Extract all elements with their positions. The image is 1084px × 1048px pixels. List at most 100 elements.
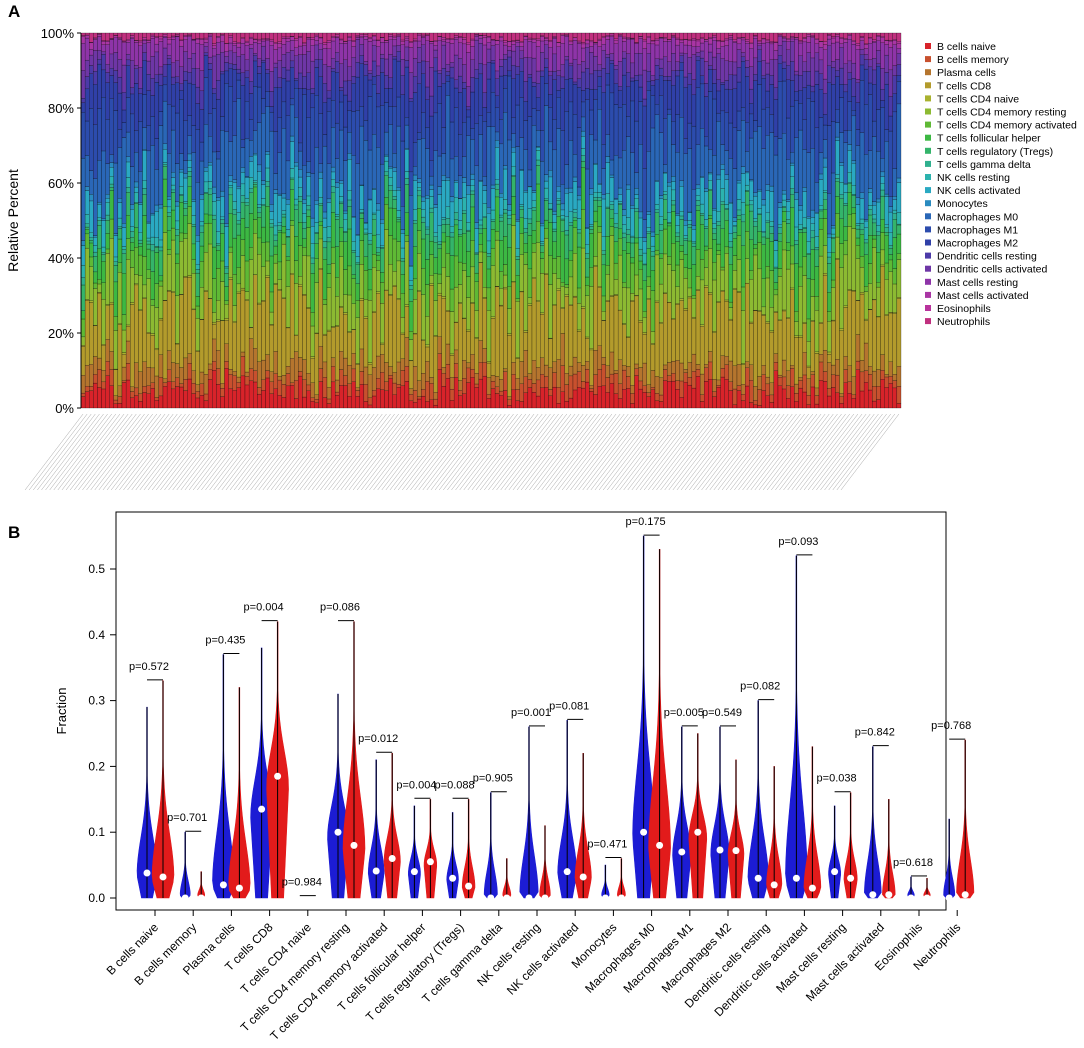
- bar-segment: [285, 366, 291, 374]
- bar-segment: [560, 333, 565, 366]
- bar-segment: [494, 189, 500, 198]
- bar-segment: [855, 82, 861, 103]
- bar-segment: [138, 393, 143, 402]
- bar-segment: [195, 182, 201, 236]
- bar-segment: [121, 329, 127, 353]
- bar-segment: [478, 63, 483, 75]
- bar-segment: [388, 32, 393, 35]
- bar-segment: [285, 204, 291, 230]
- bar-segment: [236, 186, 242, 190]
- bar-segment: [269, 291, 274, 313]
- bar-segment: [179, 383, 184, 388]
- bar-segment: [408, 339, 414, 361]
- bar-segment: [708, 248, 713, 293]
- sample-label: [94, 413, 153, 491]
- bar-segment: [626, 388, 631, 409]
- bar-segment: [814, 32, 820, 40]
- bar-segment: [425, 226, 430, 230]
- bar-segment: [568, 101, 574, 141]
- bar-segment: [704, 40, 709, 62]
- bar-segment: [822, 139, 828, 159]
- bar-segment: [388, 207, 393, 236]
- bar-segment: [318, 76, 324, 114]
- bar-segment: [412, 32, 418, 40]
- bar-segment: [302, 294, 307, 296]
- bar-segment: [728, 35, 734, 38]
- bar-segment: [142, 194, 147, 216]
- bar-segment: [376, 32, 381, 41]
- bar-segment: [544, 83, 549, 106]
- bar-segment: [802, 232, 807, 257]
- bar-segment: [396, 219, 401, 223]
- bar-segment: [277, 376, 283, 381]
- bar-segment: [412, 278, 418, 300]
- bar-segment: [773, 32, 779, 43]
- bar-segment: [863, 154, 869, 220]
- bar-segment: [191, 32, 196, 40]
- bar-segment: [597, 226, 602, 233]
- bar-segment: [179, 99, 184, 154]
- bar-segment: [285, 41, 291, 53]
- bar-segment: [281, 197, 287, 211]
- sample-label: [229, 413, 289, 491]
- bar-segment: [499, 75, 504, 120]
- bar-segment: [777, 319, 783, 321]
- bar-segment: [121, 253, 127, 274]
- bar-segment: [896, 81, 902, 105]
- bar-segment: [224, 343, 229, 362]
- bar-segment: [113, 281, 119, 317]
- bar-segment: [404, 381, 410, 409]
- bar-segment: [265, 370, 270, 379]
- bar-segment: [872, 247, 877, 300]
- bar-segment: [154, 211, 160, 238]
- bar-segment: [404, 148, 410, 150]
- bar-segment: [400, 293, 406, 318]
- bar-segment: [494, 239, 500, 287]
- bar-segment: [786, 38, 791, 40]
- bar-segment: [822, 32, 828, 42]
- bar-segment: [786, 370, 791, 386]
- bar-segment: [474, 34, 479, 37]
- bar-segment: [269, 40, 274, 46]
- bar-segment: [658, 75, 664, 96]
- bar-segment: [720, 228, 725, 268]
- y-tick-label: 20%: [48, 326, 74, 341]
- bar-segment: [486, 310, 492, 362]
- bar-segment: [400, 44, 406, 60]
- bar-segment: [351, 155, 356, 217]
- bar-segment: [851, 185, 857, 195]
- bar-segment: [642, 392, 647, 409]
- bar-segment: [265, 354, 270, 371]
- bar-segment: [285, 199, 291, 205]
- bar-segment: [371, 312, 377, 368]
- bar-segment: [101, 246, 106, 253]
- bar-segment: [146, 248, 151, 270]
- bar-segment: [814, 212, 820, 214]
- bar-segment: [822, 350, 828, 372]
- bar-segment: [667, 80, 672, 110]
- bar-segment: [576, 64, 582, 79]
- bar-segment: [306, 308, 311, 374]
- bar-segment: [814, 395, 820, 405]
- bar-segment: [429, 254, 434, 276]
- bar-segment: [601, 68, 606, 93]
- bar-segment: [548, 41, 553, 48]
- bar-segment: [806, 278, 811, 320]
- bar-segment: [408, 400, 414, 409]
- bar-segment: [216, 319, 221, 322]
- bar-segment: [261, 45, 266, 61]
- bar-segment: [134, 283, 139, 286]
- bar-segment: [187, 206, 192, 224]
- bar-segment: [786, 65, 791, 80]
- bar-segment: [499, 36, 504, 38]
- bar-segment: [519, 233, 524, 255]
- bar-segment: [568, 375, 574, 399]
- bar-segment: [458, 302, 463, 304]
- bar-segment: [691, 295, 697, 299]
- bar-segment: [458, 42, 463, 59]
- bar-segment: [84, 190, 90, 215]
- bar-segment: [310, 60, 315, 89]
- bar-segment: [605, 392, 611, 409]
- bar-segment: [347, 265, 352, 296]
- bar-segment: [236, 283, 242, 293]
